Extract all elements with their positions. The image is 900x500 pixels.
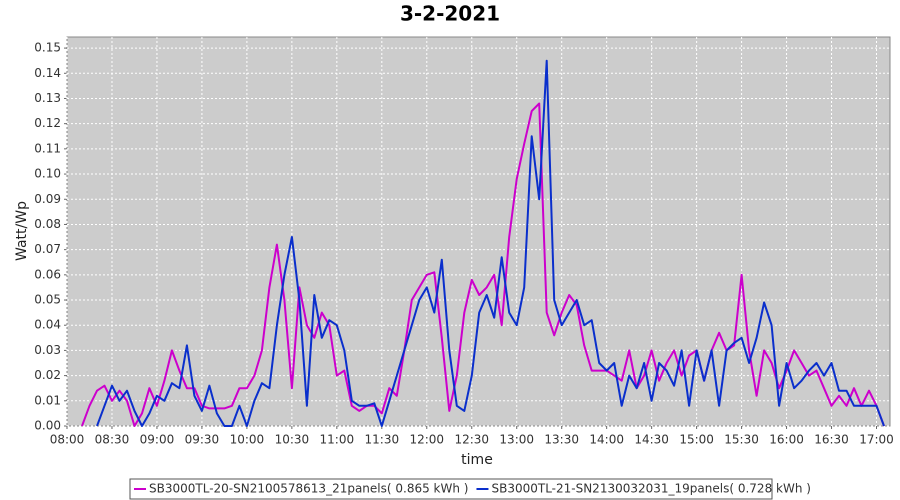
y-tick-label: 0.06: [34, 267, 61, 281]
y-tick-label: 0.13: [34, 91, 61, 105]
x-tick-label: 10:00: [230, 433, 265, 447]
legend-label: SB3000TL-20-SN2100578613_21panels( 0.865…: [149, 482, 468, 496]
x-tick-label: 09:30: [185, 433, 220, 447]
x-tick-label: 12:30: [454, 433, 489, 447]
y-tick-label: 0.00: [34, 419, 61, 433]
y-tick-label: 0.07: [34, 242, 61, 256]
x-axis-title: time: [461, 452, 493, 468]
x-tick-label: 15:00: [679, 433, 714, 447]
x-tick-label: 13:00: [499, 433, 534, 447]
x-tick-label: 12:00: [409, 433, 444, 447]
x-tick-label: 09:00: [140, 433, 175, 447]
y-tick-label: 0.12: [34, 116, 61, 130]
y-tick-label: 0.01: [34, 393, 61, 407]
y-tick-label: 0.10: [34, 167, 61, 181]
x-tick-label: 13:30: [544, 433, 579, 447]
y-tick-label: 0.15: [34, 41, 61, 55]
y-tick-label: 0.04: [34, 318, 61, 332]
y-tick-label: 0.05: [34, 293, 61, 307]
chart-title: 3-2-2021: [400, 2, 500, 26]
x-tick-label: 14:00: [589, 433, 624, 447]
x-tick-label: 15:30: [724, 433, 759, 447]
x-tick-label: 10:30: [275, 433, 310, 447]
x-tick-label: 16:30: [814, 433, 849, 447]
y-tick-label: 0.08: [34, 217, 61, 231]
y-tick-label: 0.11: [34, 141, 61, 155]
x-tick-label: 11:00: [320, 433, 355, 447]
x-tick-label: 11:30: [365, 433, 400, 447]
x-tick-label: 17:00: [859, 433, 894, 447]
x-tick-label: 08:30: [95, 433, 130, 447]
plot-area: [66, 36, 891, 427]
y-tick-label: 0.09: [34, 192, 61, 206]
x-tick-label: 16:00: [769, 433, 804, 447]
y-tick-label: 0.03: [34, 343, 61, 357]
legend-label: SB3000TL-21-SN2130032031_19panels( 0.728…: [491, 482, 810, 496]
y-tick-label: 0.02: [34, 368, 61, 382]
series-line: [96, 59, 885, 427]
y-tick-label: 0.14: [34, 66, 61, 80]
y-axis-title: Watt/Wp: [14, 201, 30, 261]
legend-box: [129, 478, 773, 500]
x-tick-label: 14:30: [634, 433, 669, 447]
x-tick-label: 08:00: [50, 433, 85, 447]
